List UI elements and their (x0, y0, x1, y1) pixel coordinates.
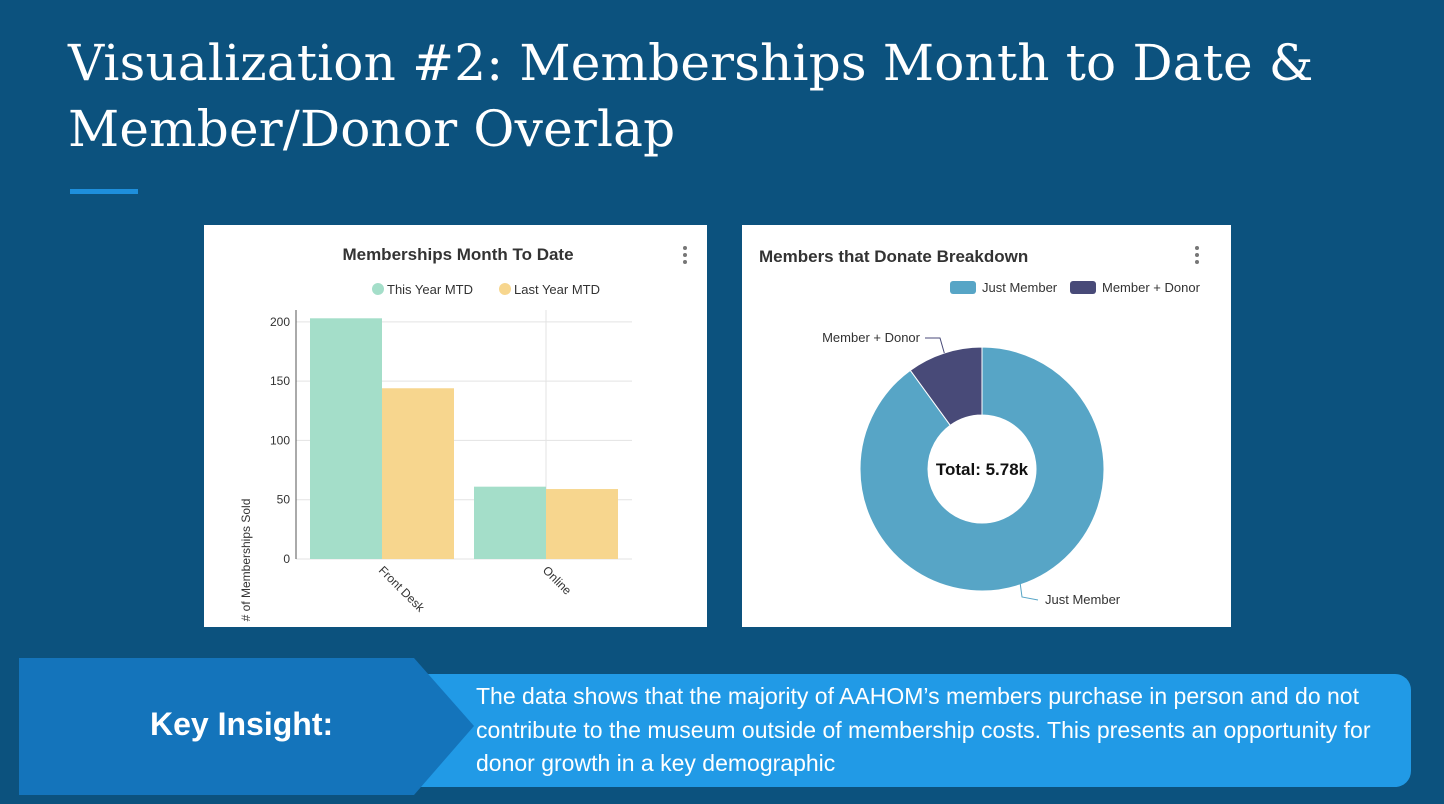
bar-1-0[interactable] (474, 486, 546, 559)
bar-0-1[interactable] (382, 388, 454, 559)
slide-title: Visualization #2: Memberships Month to D… (68, 30, 1388, 162)
bar-0-0[interactable] (310, 318, 382, 559)
donut-chart-callouts: Just Member Member + Donor (822, 330, 1121, 607)
callout-label-1: Member + Donor (822, 330, 921, 345)
bar-chart-y-axis-label: # of Memberships Sold (239, 499, 253, 622)
slide-title-line-1: Visualization #2: Memberships Month to D… (68, 34, 1314, 92)
title-accent-bar (70, 189, 138, 194)
callout-line-0 (1019, 581, 1039, 601)
bar-chart-legend: This Year MTD Last Year MTD (372, 282, 600, 297)
slide-title-line-2: Member/Donor Overlap (68, 100, 676, 158)
bar-chart-bars (310, 318, 618, 559)
insight-text-panel (416, 674, 1411, 787)
donut-chart-title: Members that Donate Breakdown (759, 247, 1028, 266)
donate-breakdown-donut-chart: Members that Donate Breakdown Just Membe… (759, 247, 1201, 607)
insight-label: Key Insight: (150, 706, 334, 742)
donut-slice-0[interactable] (859, 346, 1105, 592)
pie-legend-label-0[interactable]: Just Member (982, 280, 1058, 295)
y-tick-label-0: 0 (283, 552, 290, 566)
donut-center-total: Total: 5.78k (936, 460, 1029, 479)
pie-legend-swatch-1[interactable] (1070, 281, 1096, 294)
memberships-bar-chart: Memberships Month To Date This Year MTD L… (239, 245, 632, 622)
legend-swatch-0[interactable] (372, 283, 384, 295)
pie-legend-swatch-0[interactable] (950, 281, 976, 294)
bar-chart-y-ticks: 0 50 100 150 200 (270, 315, 290, 566)
legend-label-1[interactable]: Last Year MTD (514, 282, 600, 297)
callout-label-0: Just Member (1045, 592, 1121, 607)
callout-line-1 (925, 337, 945, 354)
bar-chart-menu-icon[interactable] (682, 246, 688, 266)
legend-swatch-1[interactable] (499, 283, 511, 295)
y-tick-label-2: 100 (270, 433, 290, 447)
donate-breakdown-card: Members that Donate Breakdown Just Membe… (742, 225, 1231, 627)
y-tick-label-4: 200 (270, 315, 290, 329)
insight-label-panel (19, 658, 474, 795)
donut-chart-menu-icon[interactable] (1194, 246, 1200, 266)
bar-chart-x-ticks: Front Desk Online (376, 563, 575, 615)
donut-slice-1[interactable] (909, 346, 983, 427)
legend-label-0[interactable]: This Year MTD (387, 282, 473, 297)
bar-1-1[interactable] (546, 489, 618, 559)
y-tick-label-3: 150 (270, 374, 290, 388)
y-tick-label-1: 50 (277, 493, 291, 507)
x-tick-label-1: Online (540, 563, 575, 598)
memberships-chart-card: Memberships Month To Date This Year MTD L… (204, 225, 707, 627)
donut-chart-slices (859, 346, 1105, 592)
x-tick-label-0: Front Desk (376, 563, 428, 615)
insight-text: The data shows that the majority of AAHO… (476, 683, 1371, 776)
pie-legend-label-1[interactable]: Member + Donor (1102, 280, 1201, 295)
donut-chart-legend: Just Member Member + Donor (950, 280, 1201, 295)
bar-chart-title: Memberships Month To Date (342, 245, 573, 264)
